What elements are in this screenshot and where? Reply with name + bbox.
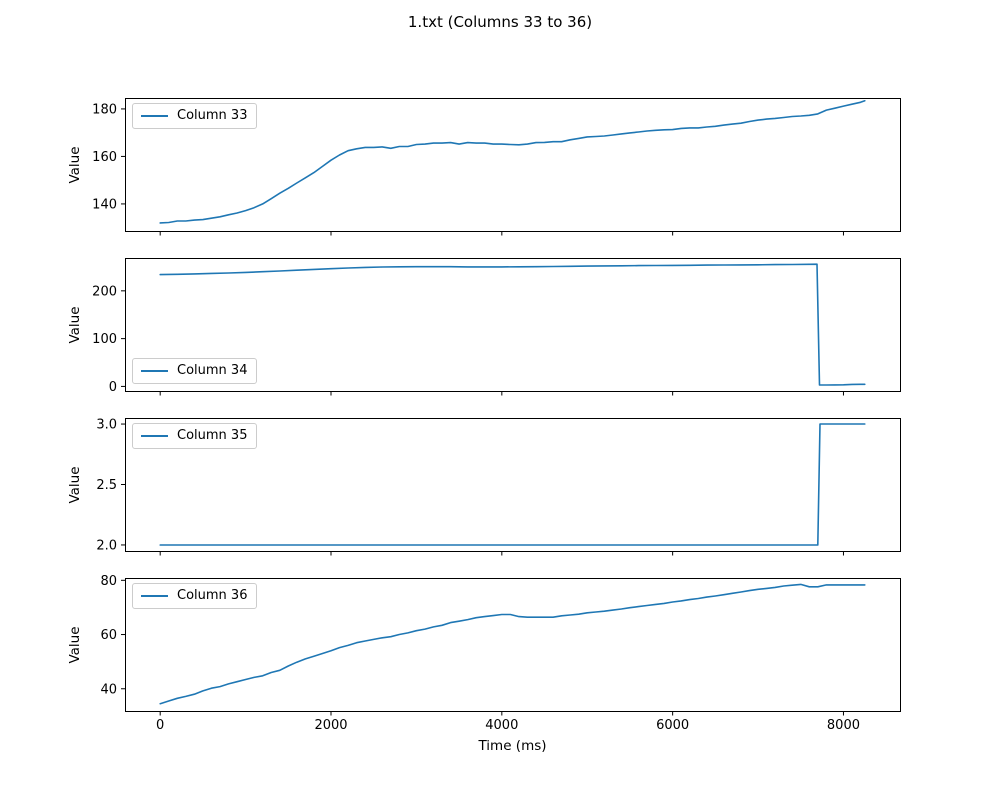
legend-column-34: Column 34: [132, 358, 258, 384]
y-axis-label: Value: [67, 465, 83, 504]
y-tick-label: 200: [92, 284, 117, 299]
y-tick-label: 80: [100, 574, 117, 589]
data-line: [159, 583, 866, 705]
subplot-column-33: Value Column 33: [0, 98, 1000, 231]
y-axis-label: Value: [67, 145, 83, 184]
data-line: [159, 263, 866, 386]
figure-title: 1.txt (Columns 33 to 36): [407, 13, 593, 31]
y-tick-label: 2.0: [96, 538, 117, 553]
y-tick-label: 3.0: [96, 418, 117, 433]
x-tick-label: 8000: [827, 718, 860, 733]
subplot-column-34: Value Column 34: [0, 258, 1000, 391]
y-axis-label: Value: [67, 305, 83, 344]
legend-label: Column 34: [177, 363, 248, 378]
y-tick-label: 60: [100, 628, 117, 643]
y-tick-label: 40: [100, 682, 117, 697]
y-tick-label: 160: [92, 150, 117, 165]
y-tick-label: 2.5: [96, 478, 117, 493]
x-tick-label: 0: [156, 718, 164, 733]
legend-line-sample: [141, 434, 168, 437]
x-tick-label: 4000: [485, 718, 518, 733]
plot-border: [125, 98, 901, 232]
subplot-column-35: Value Column 35: [0, 418, 1000, 551]
legend-line-sample: [141, 369, 168, 372]
y-tick-label: 180: [92, 102, 117, 117]
legend-column-33: Column 33: [132, 103, 258, 129]
data-line: [159, 423, 866, 546]
legend-column-36: Column 36: [132, 583, 258, 609]
plot-border: [125, 258, 901, 392]
data-line: [159, 100, 866, 224]
legend-label: Column 35: [177, 428, 248, 443]
legend-label: Column 36: [177, 588, 248, 603]
y-tick-label: 0: [109, 380, 117, 395]
x-tick-label: 6000: [656, 718, 689, 733]
plot-border: [125, 578, 901, 712]
legend-column-35: Column 35: [132, 423, 258, 449]
legend-label: Column 33: [177, 108, 248, 123]
y-tick-label: 140: [92, 197, 117, 212]
subplot-column-36: Value Column 36: [0, 578, 1000, 711]
x-tick-label: 2000: [314, 718, 347, 733]
y-tick-label: 100: [92, 332, 117, 347]
y-axis-label: Value: [67, 625, 83, 664]
x-axis-label: Time (ms): [478, 738, 547, 754]
legend-line-sample: [141, 594, 168, 597]
legend-line-sample: [141, 114, 168, 117]
